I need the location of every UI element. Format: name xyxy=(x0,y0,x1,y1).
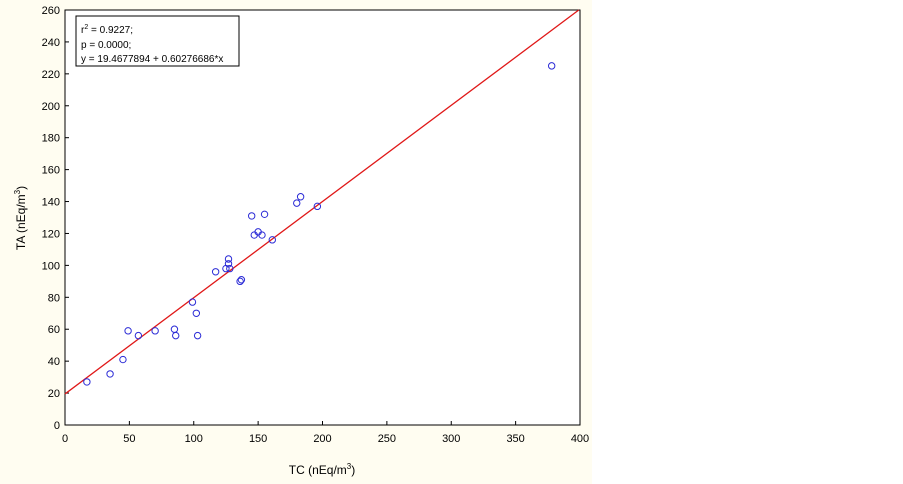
y-tick-label: 100 xyxy=(42,260,60,272)
data-point xyxy=(134,331,143,340)
data-point xyxy=(237,276,246,284)
data-point xyxy=(124,327,132,335)
scatter-chart: 0 50 100 150 200 250 300 350 400 0 20 40 60 80 100 120… xyxy=(13,5,589,477)
data-point xyxy=(293,199,301,207)
y-tick-label: 160 xyxy=(42,165,60,177)
y-tick-label: 220 xyxy=(42,69,60,81)
y-tick-label: 80 xyxy=(48,292,60,304)
y-tick-label: 60 xyxy=(48,324,60,336)
y-tick-label: 140 xyxy=(42,197,60,209)
y-tick-label: 120 xyxy=(42,228,60,240)
y-tick-label: 260 xyxy=(42,5,60,17)
data-point xyxy=(119,355,127,364)
x-tick-label: 50 xyxy=(123,433,135,445)
data-point xyxy=(106,370,114,378)
data-point xyxy=(313,202,322,211)
y-axis-ticks: 0 20 40 60 80 100 120 140 160 180 200 220 240 260 xyxy=(42,5,69,432)
stats-equation: y = 19.4677894 + 0.60276686*x xyxy=(81,54,223,65)
data-point xyxy=(172,331,180,340)
data-point xyxy=(188,298,197,306)
x-tick-label: 0 xyxy=(62,433,68,445)
y-tick-label: 240 xyxy=(42,37,60,49)
data-point xyxy=(296,193,305,201)
data-point xyxy=(192,309,201,317)
stats-box-frame xyxy=(75,15,240,67)
data-point xyxy=(193,331,202,340)
data-points xyxy=(83,62,556,386)
y-tick-label: 20 xyxy=(48,388,60,400)
plot-area xyxy=(64,9,581,426)
data-point xyxy=(547,62,556,70)
y-tick-label: 200 xyxy=(42,101,60,113)
data-point xyxy=(151,327,159,335)
stats-r2: r2 = 0.9227; xyxy=(81,24,133,36)
y-tick-label: 180 xyxy=(42,133,60,145)
x-axis-title: TC (nEq/m3) xyxy=(289,462,355,477)
x-tick-label: 100 xyxy=(185,433,203,445)
data-point xyxy=(268,236,276,244)
data-point xyxy=(260,210,269,219)
regression-line xyxy=(64,9,580,395)
stats-box: r2 = 0.9227; p = 0.0000; y = 19.4677894 … xyxy=(75,15,240,67)
x-tick-label: 200 xyxy=(313,433,331,445)
data-point xyxy=(224,260,233,268)
data-point xyxy=(236,277,244,286)
x-tick-label: 150 xyxy=(249,433,267,445)
x-axis-ticks: 0 50 100 150 200 250 300 350 400 xyxy=(62,421,589,445)
data-point xyxy=(247,212,256,220)
data-point xyxy=(258,231,266,239)
chart-figure: 0 50 100 150 200 250 300 350 400 0 20 40 60 80 100 120… xyxy=(0,0,592,484)
x-tick-label: 250 xyxy=(378,433,396,445)
y-tick-label: 0 xyxy=(54,420,60,432)
y-tick-label: 40 xyxy=(48,356,60,368)
fit-line-layer xyxy=(64,9,580,395)
stats-p: p = 0.0000; xyxy=(81,40,131,51)
x-tick-label: 400 xyxy=(571,433,589,445)
data-point xyxy=(83,378,91,386)
y-axis-title: TA (nEq/m3) xyxy=(13,186,28,250)
x-tick-label: 350 xyxy=(506,433,524,445)
x-tick-label: 300 xyxy=(442,433,460,445)
data-point xyxy=(224,255,233,263)
data-point xyxy=(211,268,220,276)
data-point xyxy=(226,264,234,273)
